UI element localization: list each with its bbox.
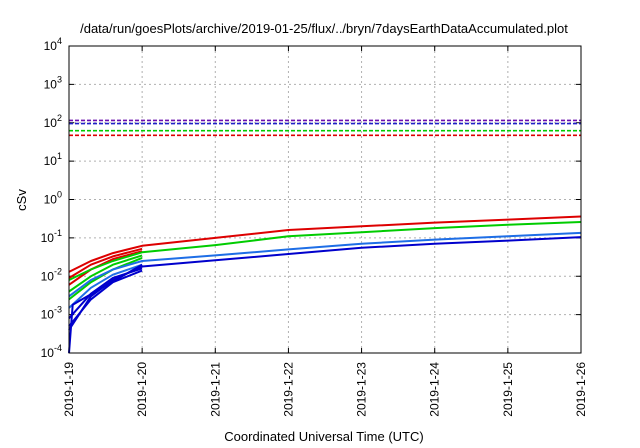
- y-axis-label: cSv: [14, 189, 29, 211]
- x-tick-label: 2019-1-24: [428, 362, 442, 417]
- series-line: [68, 269, 143, 327]
- y-tick-label: 104: [44, 36, 62, 53]
- series-line: [68, 247, 143, 279]
- x-tick-label: 2019-1-26: [574, 362, 588, 417]
- series-lines: [68, 215, 582, 354]
- x-tick-label: 2019-1-22: [281, 362, 295, 417]
- chart-title: /data/run/goesPlots/archive/2019-01-25/f…: [80, 21, 568, 36]
- x-tick-labels: 2019-1-19 2019-1-20 2019-1-21 2019-1-22 2019…: [62, 362, 588, 417]
- series-line: [68, 263, 143, 309]
- plot-frame: [68, 45, 582, 354]
- y-tick-label: 10-3: [41, 305, 62, 322]
- x-tick-label: 2019-1-20: [135, 362, 149, 417]
- series-line: [68, 215, 582, 273]
- y-tick-label: 102: [44, 113, 62, 130]
- y-tick-label: 100: [44, 190, 62, 207]
- y-tick-label: 10-2: [41, 266, 62, 283]
- x-axis-label: Coordinated Universal Time (UTC): [224, 429, 423, 444]
- y-tick-label: 103: [44, 74, 62, 91]
- series-line: [68, 231, 582, 298]
- x-tick-label: 2019-1-25: [501, 362, 515, 417]
- series-line: [68, 221, 582, 281]
- x-tick-label: 2019-1-19: [62, 362, 76, 417]
- y-tick-label: 10-1: [41, 228, 62, 245]
- x-tick-label: 2019-1-21: [208, 362, 222, 417]
- x-tick-label: 2019-1-23: [355, 362, 369, 417]
- threshold-lines: [69, 119, 581, 137]
- series-line: [68, 263, 143, 354]
- y-tick-label: 10-4: [41, 343, 62, 360]
- y-tick-label: 101: [44, 151, 62, 168]
- grid: [68, 45, 582, 354]
- y-tick-labels: 10-4 10-3 10-2 10-1 100 101 102 103 104: [41, 36, 62, 360]
- series-line: [68, 254, 143, 293]
